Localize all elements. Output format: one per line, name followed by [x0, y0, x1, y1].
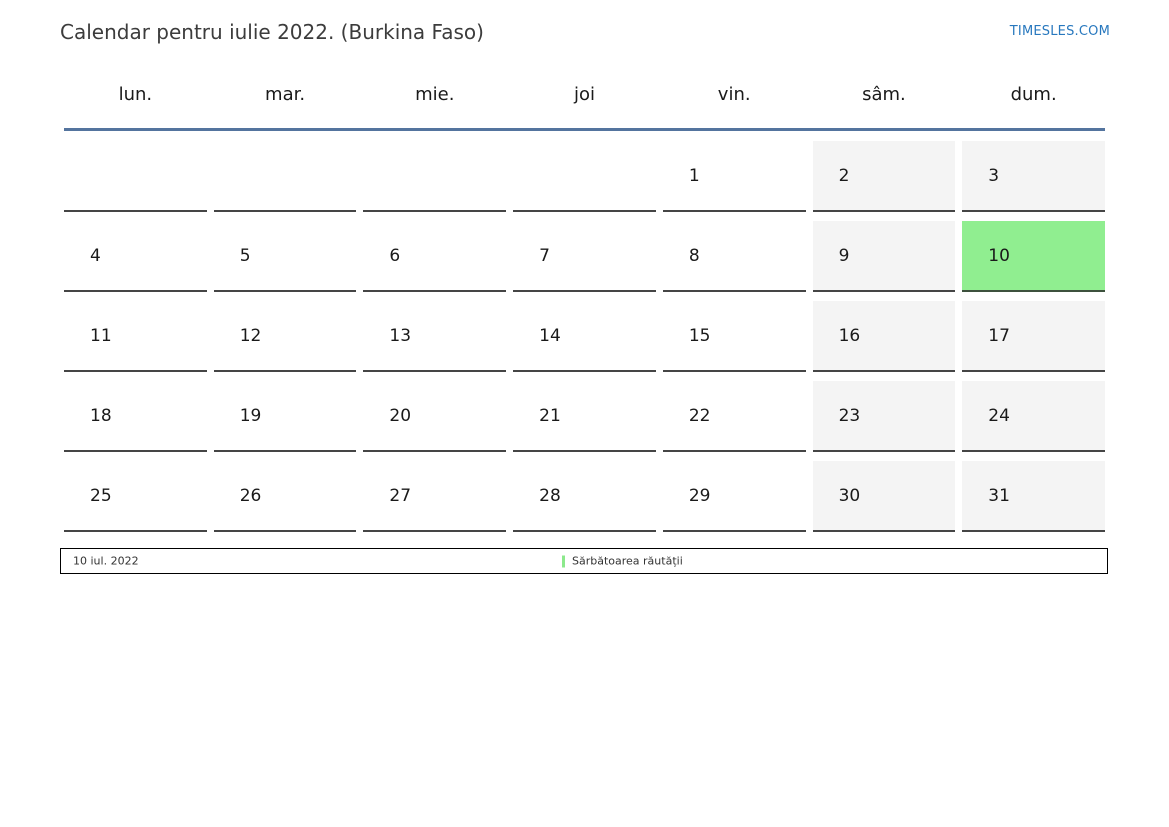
day-cell: 5 [213, 221, 357, 292]
day-cell: 29 [662, 461, 806, 532]
weekday-header-dum: dum. [1010, 84, 1057, 105]
footer-legend-bar: 10 iul. 2022 Sărbătoarea răutății [60, 548, 1108, 574]
calendar-grid: 1 2 3 4 5 6 7 8 9 10 11 12 13 14 15 16 1… [64, 132, 1105, 532]
day-cell-empty [64, 141, 207, 212]
day-cell: 22 [662, 381, 806, 452]
day-cell-empty [213, 141, 357, 212]
weekday-header-joi: joi [573, 84, 595, 105]
day-cell: 28 [513, 461, 656, 532]
calendar-week-row: 1 2 3 [64, 132, 1105, 212]
day-cell: 19 [213, 381, 357, 452]
day-cell: 30 [812, 461, 956, 532]
day-cell: 20 [363, 381, 507, 452]
day-cell: 26 [213, 461, 357, 532]
day-cell: 13 [363, 301, 507, 372]
day-cell: 9 [812, 221, 956, 292]
day-cell-empty [513, 141, 656, 212]
day-cell: 27 [363, 461, 507, 532]
timesles-link[interactable]: TIMESLES.COM [1009, 24, 1110, 39]
day-cell: 25 [64, 461, 207, 532]
day-cell: 2 [812, 141, 956, 212]
day-cell: 23 [812, 381, 956, 452]
legend-label: Sărbătoarea răutății [572, 554, 683, 568]
day-cell: 15 [662, 301, 806, 372]
day-cell: 8 [662, 221, 806, 292]
day-cell: 17 [962, 301, 1105, 372]
day-cell: 4 [64, 221, 207, 292]
day-cell: 31 [962, 461, 1105, 532]
legend-item: Sărbătoarea răutății [562, 555, 683, 568]
day-cell: 6 [363, 221, 507, 292]
day-cell-empty [363, 141, 507, 212]
holiday-marker-icon [562, 555, 565, 567]
day-cell: 1 [662, 141, 806, 212]
day-cell: 21 [513, 381, 656, 452]
day-cell: 3 [962, 141, 1105, 212]
weekday-header-row: lun. mar. mie. joi vin. sâm. dum. [64, 84, 1105, 105]
weekday-header-lun: lun. [118, 84, 153, 105]
day-cell: 12 [213, 301, 357, 372]
day-cell: 14 [513, 301, 656, 372]
day-cell: 11 [64, 301, 207, 372]
header-separator-line [64, 128, 1105, 131]
calendar-week-row: 4 5 6 7 8 9 10 [64, 212, 1105, 292]
weekday-header-sam: sâm. [862, 84, 906, 105]
weekday-header-mie: mie. [415, 84, 455, 105]
day-cell: 18 [64, 381, 207, 452]
weekday-header-vin: vin. [717, 84, 751, 105]
calendar-week-row: 18 19 20 21 22 23 24 [64, 372, 1105, 452]
calendar-week-row: 25 26 27 28 29 30 31 [64, 452, 1105, 532]
page-title: Calendar pentru iulie 2022. (Burkina Fas… [60, 20, 484, 44]
calendar-week-row: 11 12 13 14 15 16 17 [64, 292, 1105, 372]
day-cell: 24 [962, 381, 1105, 452]
day-cell: 16 [812, 301, 956, 372]
weekday-header-mar: mar. [265, 84, 306, 105]
footer-date: 10 iul. 2022 [73, 554, 139, 568]
day-cell-highlighted: 10 [962, 221, 1105, 292]
day-cell: 7 [513, 221, 656, 292]
